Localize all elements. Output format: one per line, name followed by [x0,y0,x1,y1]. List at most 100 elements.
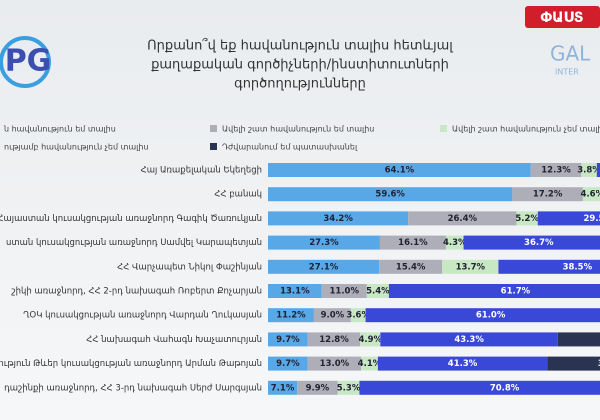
value-label: 13.0% [320,359,350,369]
title-line: Որքանո՞վ եք հավանություն տալիս հետևյալ [147,38,453,54]
logo-ring [0,36,51,88]
value-label: 11.2% [276,311,306,321]
bar-segment [268,187,513,202]
category-label: Հայաստան կուսակցության առաջնորդ Գագիկ Ծա… [0,214,262,224]
value-label: 27.1% [309,262,339,272]
left-logo: PG [5,44,52,79]
value-label: 3.8% [577,166,600,176]
legend-label: Ավելի շատ հավանություն եմ տալիս [222,125,374,134]
bar-segment [268,284,322,298]
value-label: 11.0% [330,287,360,297]
value-label: 13.7% [456,262,486,272]
bar-segment [498,259,600,274]
value-label: 61.7% [501,287,531,297]
badge [525,6,600,28]
value-label: 7.1% [271,383,295,393]
bar-segment [537,211,600,226]
value-label: 36.7% [524,238,554,248]
bar-segment [321,284,367,298]
bar-segment [307,356,362,371]
bar-segment [596,163,600,177]
value-label: 9.0% [321,311,345,321]
value-label: 12.8% [319,335,349,345]
value-label: 61.0% [476,311,506,321]
value-label: 26.4% [448,214,478,224]
bar-segment [388,284,600,298]
value-label: 4.1% [358,359,382,369]
bar-segment [268,356,308,371]
bar-segment [268,163,531,177]
legend-label: Ավելի շատ հավանություն չեմ տալիս [452,125,600,134]
value-label: 5.3% [337,383,361,393]
category-label: դաշինքի առաջնորդ, ՀՀ 3-րդ նախագահ Սերժ Ս… [4,383,262,393]
category-label: ՂՕԿ կուսակցության առաջնորդ Վարդան Ղուկաս… [23,311,262,321]
value-label: 59.6% [375,190,405,200]
bar-segment [313,308,351,323]
value-label: 5.4% [366,287,390,297]
value-label: 43.3% [454,335,484,345]
title-line: քաղաքական գործիչների/ինստիտուտների [151,58,449,73]
right-logo-sub: INTER [555,68,579,77]
bar-segment [361,356,378,371]
value-label: 4.6% [581,190,600,200]
bar-segment [530,163,582,177]
category-label: ստան կուսակցության առաջնորդ Սամվել Կարապ… [6,238,262,248]
bar-segment [268,259,380,274]
bar-segment [268,235,380,250]
bar-segment [442,259,499,274]
bar-segment [268,211,409,226]
bar-segment [379,259,443,274]
title-line: գործողությունները [234,77,366,92]
value-label: 4.9% [359,335,383,345]
bar-segment [408,211,517,226]
value-label: 9.7% [276,359,300,369]
category-label: ՀՀ նախագահ Վահագն Խաչատուրյան [86,335,262,345]
value-label: 16.1% [398,238,428,248]
category-label: շիկի առաջնորդ, ՀՀ 2-րդ նախագահ Ռոբերտ Քո… [11,287,262,297]
bar-segment [516,211,538,226]
legend-swatch [210,143,217,150]
bar-segment [512,187,583,202]
value-label: 34.2% [323,214,353,224]
value-label: 13.1% [280,287,310,297]
badge-text: ՓԱՍՏ [541,10,584,26]
bar-segment [359,380,600,395]
bar-segment [379,235,446,250]
bar-segment [377,356,548,371]
value-label: 64.1% [385,166,415,176]
bar-segment [380,332,558,347]
value-label: 3.6% [346,311,370,321]
bar-segment [337,380,360,395]
value-label: 41.3% [448,359,478,369]
bar-segment [307,332,361,347]
legend-swatch [210,125,217,132]
legend: ն հավանություն եմ տալիս Ավելի շատ հավանու… [3,125,600,152]
plot: Հայ Առաքելական Եկեղեցի 64.1% 12.3% 3.8% ՀՀ բ… [0,163,600,395]
value-label: 5.2% [515,214,539,224]
bar-segment [557,332,600,347]
bar-segment [297,380,338,395]
bar-segment [547,356,600,371]
bar-segment [582,187,600,202]
legend-label: ությամբ հավանություն չեմ տալիս [4,143,149,152]
value-label: 9.9% [306,383,330,393]
category-label: ՀՀ Վարչապետ Նիկոլ Փաշինյան [117,262,262,272]
bar-segment [445,235,464,250]
value-label: 15.4% [396,262,426,272]
bar-segment [350,308,366,323]
bar-segment [365,308,600,323]
bar-segment [366,284,389,298]
value-label: 38.5% [563,262,593,272]
category-label: ՀՀ բանակ [214,190,262,200]
value-label: 9.7% [276,335,300,345]
value-label: 70.8% [490,383,520,393]
value-label: 12.3% [541,166,571,176]
bar-segment [268,380,298,395]
value-label: 29.5% [584,214,600,224]
category-label: ություն Թևեր կուսակցության առաջնորդ Արմա… [0,359,262,369]
value-label: 31.9% [598,359,600,369]
title: Որքանո՞վ եք հավանություն տալիս հետևյալ քա… [147,38,453,92]
legend-label: Դժվարանում եմ պատասխանել [222,143,358,152]
bar-segment [463,235,600,250]
